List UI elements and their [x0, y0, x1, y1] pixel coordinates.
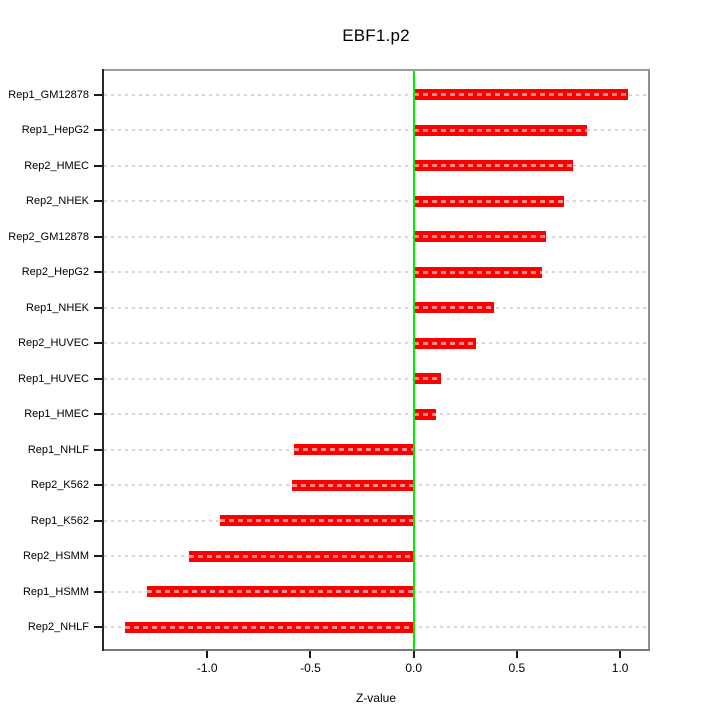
- gridline: [104, 413, 648, 415]
- chart-title: EBF1.p2: [342, 26, 410, 45]
- y-axis-label: Rep2_GM12878: [8, 230, 89, 243]
- x-tick: [412, 651, 415, 658]
- y-axis-label: Rep2_NHLF: [27, 621, 89, 633]
- y-tick: [94, 200, 102, 202]
- bar-grid-overlay: [413, 270, 542, 274]
- bar: [124, 621, 414, 633]
- bar-grid-overlay: [219, 519, 414, 522]
- y-tick: [94, 413, 102, 415]
- bar: [293, 444, 414, 455]
- x-tick-label: 0.0: [405, 661, 423, 675]
- y-axis-label: Rep2_K562: [30, 479, 89, 491]
- bar: [413, 302, 495, 313]
- x-axis-title: Z-value: [355, 691, 396, 705]
- y-axis-label: Rep2_HepG2: [21, 266, 89, 278]
- bar-grid-overlay: [124, 625, 414, 629]
- gridline: [104, 200, 648, 202]
- gridline: [104, 342, 648, 344]
- gridline: [104, 235, 648, 238]
- y-axis-label: Rep1_NHLF: [27, 443, 89, 456]
- bar: [147, 586, 414, 597]
- gridline: [104, 93, 648, 96]
- gridline: [104, 129, 648, 131]
- plot-border-bottom: [103, 649, 650, 651]
- y-axis-label: Rep2_NHEK: [26, 195, 89, 207]
- y-axis-line: [102, 69, 104, 651]
- bar-grid-overlay: [291, 483, 414, 487]
- y-axis-label: Rep1_K562: [30, 514, 89, 527]
- x-tick: [206, 651, 209, 658]
- bar: [413, 408, 437, 420]
- y-axis-label: Rep1_NHEK: [26, 301, 89, 314]
- bar-grid-overlay: [413, 93, 629, 96]
- y-tick: [94, 129, 102, 131]
- gridline: [104, 306, 648, 309]
- x-tick-label: -1.0: [196, 661, 218, 675]
- bar: [413, 160, 573, 171]
- plot-border-right: [648, 69, 650, 651]
- y-tick: [94, 164, 102, 167]
- y-axis-label: Rep2_HMEC: [24, 159, 89, 172]
- bar-grid-overlay: [413, 341, 476, 345]
- bar: [413, 266, 542, 278]
- bar: [219, 515, 414, 526]
- bar-grid-overlay: [147, 590, 414, 593]
- bar-grid-overlay: [413, 412, 437, 416]
- y-tick: [94, 519, 102, 522]
- x-tick: [619, 651, 622, 658]
- y-tick: [94, 93, 102, 96]
- bar: [413, 195, 565, 207]
- y-axis-label: Rep1_HepG2: [21, 124, 89, 136]
- bar-grid-overlay: [188, 554, 414, 558]
- gridline: [104, 377, 648, 380]
- bar-grid-overlay: [413, 128, 588, 132]
- x-tick: [515, 651, 518, 658]
- bar: [413, 89, 629, 100]
- y-tick: [94, 555, 102, 557]
- y-axis-label: Rep1_HMEC: [24, 408, 89, 420]
- bar: [188, 550, 414, 562]
- bar: [413, 124, 588, 136]
- y-tick: [94, 590, 102, 593]
- y-tick: [94, 626, 102, 628]
- x-tick-label: 0.5: [508, 661, 526, 675]
- bar: [413, 231, 546, 242]
- plot-border-top: [103, 69, 650, 71]
- y-axis-label: Rep1_HUVEC: [18, 372, 89, 385]
- bar-grid-overlay: [413, 235, 546, 238]
- bar-grid-overlay: [413, 306, 495, 309]
- bar-grid-overlay: [413, 199, 565, 203]
- y-tick: [94, 271, 102, 273]
- y-tick: [94, 484, 102, 486]
- bar: [413, 337, 476, 349]
- y-axis-label: Rep1_HSMM: [22, 585, 89, 598]
- y-tick: [94, 235, 102, 238]
- bar-grid-overlay: [293, 448, 414, 451]
- bar-grid-overlay: [413, 377, 441, 380]
- y-axis-label: Rep2_HSMM: [22, 550, 89, 562]
- y-tick: [94, 306, 102, 309]
- y-tick: [94, 377, 102, 380]
- bar: [413, 373, 441, 384]
- gridline: [104, 164, 648, 167]
- y-tick: [94, 342, 102, 344]
- bar-grid-overlay: [413, 164, 573, 167]
- y-axis-label: Rep2_HUVEC: [18, 337, 89, 349]
- y-axis-label: Rep1_GM12878: [8, 88, 89, 101]
- gridline: [104, 271, 648, 273]
- x-tick-label: 1.0: [611, 661, 629, 675]
- bar: [291, 479, 414, 491]
- y-tick: [94, 448, 102, 451]
- zero-line: [412, 71, 415, 649]
- x-tick: [309, 651, 312, 658]
- x-tick-label: -0.5: [300, 661, 321, 675]
